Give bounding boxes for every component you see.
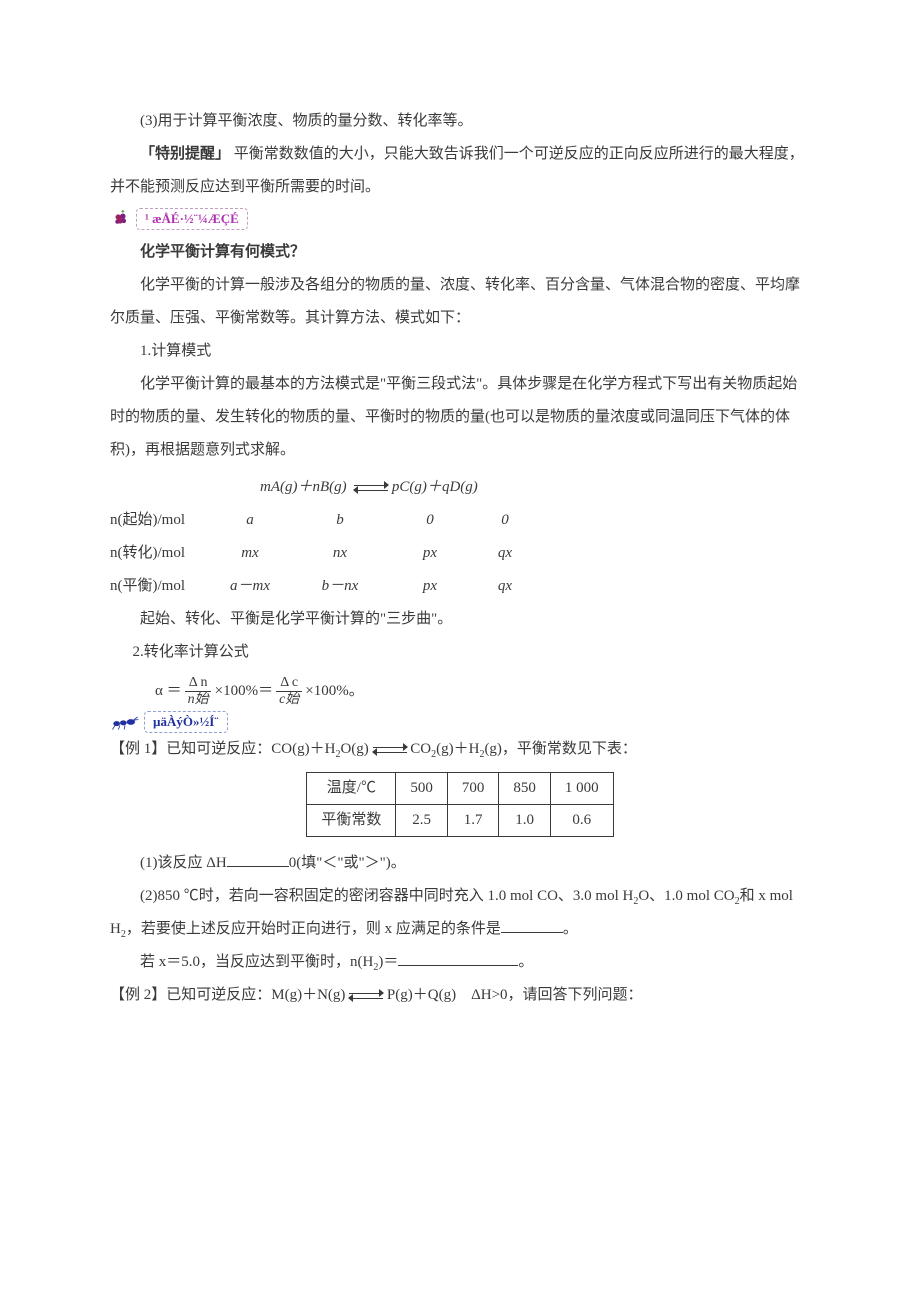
example-1-q3: 若 x＝5.0，当反应达到平衡时，n(H2)＝。 bbox=[110, 946, 810, 979]
tip-2-text: µäÀýÒ»½Í¨ bbox=[144, 711, 228, 733]
fill-blank[interactable] bbox=[398, 951, 518, 966]
row-equilibrium: n(平衡)/mol a－mx b－nx px qx bbox=[110, 570, 810, 603]
table-row: 平衡常数 2.5 1.7 1.0 0.6 bbox=[307, 805, 613, 837]
example-1-q2: (2)850 ℃时，若向一容积固定的密闭容器中同时充入 1.0 mol CO、3… bbox=[110, 880, 810, 946]
equilibrium-constant-table: 温度/℃ 500 700 850 1 000 平衡常数 2.5 1.7 1.0 … bbox=[306, 772, 613, 837]
tip-badge-2: µäÀýÒ»½Í¨ bbox=[110, 711, 810, 733]
example-2: 【例 2】已知可逆反应：M(g)＋N(g) P(g)＋Q(g) ΔH>0，请回答… bbox=[110, 979, 810, 1012]
row-change: n(转化)/mol mx nx px qx bbox=[110, 537, 810, 570]
raspberry-icon bbox=[110, 208, 132, 230]
paragraph-use-3: (3)用于计算平衡浓度、物质的量分数、转化率等。 bbox=[110, 105, 810, 138]
ant-icon bbox=[110, 713, 140, 731]
tip-1-text: ¹ æÅÉ­·½¨­¼ÆÇÉ bbox=[136, 208, 248, 230]
tip-badge-1: ¹ æÅÉ­·½¨­¼ÆÇÉ bbox=[110, 208, 810, 230]
reaction-equation: mA(g)＋nB(g) pC(g)＋qD(g) bbox=[110, 471, 810, 504]
item-2-head: 2.转化率计算公式 bbox=[110, 636, 810, 669]
example-1: 【例 1】已知可逆反应：CO(g)＋H2O(g) CO2(g)＋H2(g)，平衡… bbox=[110, 733, 810, 766]
special-reminder: 「特别提醒」 平衡常数数值的大小，只能大致告诉我们一个可逆反应的正向反应所进行的… bbox=[110, 138, 810, 204]
reminder-label: 「特别提醒」 bbox=[140, 146, 230, 162]
three-step-table: mA(g)＋nB(g) pC(g)＋qD(g) n(起始)/mol a b 0 … bbox=[110, 471, 810, 603]
table-row: 温度/℃ 500 700 850 1 000 bbox=[307, 773, 613, 805]
question-intro: 化学平衡的计算一般涉及各组分的物质的量、浓度、转化率、百分含量、气体混合物的密度… bbox=[110, 269, 810, 335]
example-2-label: 【例 2】 bbox=[110, 987, 166, 1003]
three-step-note: 起始、转化、平衡是化学平衡计算的"三步曲"。 bbox=[110, 603, 810, 636]
item-1-body: 化学平衡计算的最基本的方法模式是"平衡三段式法"。具体步骤是在化学方程式下写出有… bbox=[110, 368, 810, 467]
fill-blank[interactable] bbox=[501, 918, 563, 933]
example-1-q1: (1)该反应 ΔH0(填"＜"或"＞")。 bbox=[110, 847, 810, 880]
fill-blank[interactable] bbox=[227, 852, 289, 867]
equilibrium-arrow-icon bbox=[349, 991, 383, 1001]
row-initial: n(起始)/mol a b 0 0 bbox=[110, 504, 810, 537]
item-1-head: 1.计算模式 bbox=[110, 335, 810, 368]
equilibrium-arrow-icon bbox=[354, 483, 388, 493]
example-1-label: 【例 1】 bbox=[110, 741, 166, 757]
question-title: 化学平衡计算有何模式？ bbox=[110, 236, 810, 269]
equilibrium-arrow-icon bbox=[373, 745, 407, 755]
alpha-formula: α ＝ Δ n n始 ×100%＝ Δ c c始 ×100%。 bbox=[155, 675, 810, 707]
